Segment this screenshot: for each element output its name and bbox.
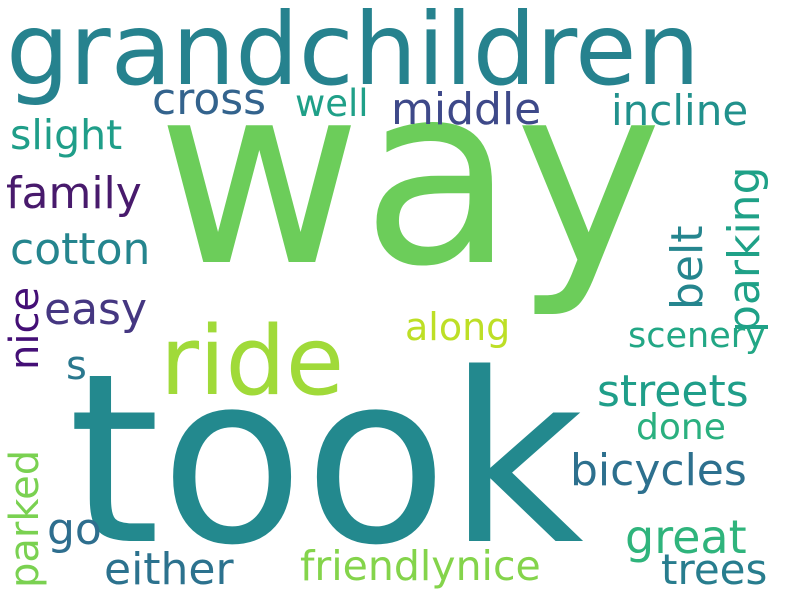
word-middle: middle (391, 84, 542, 135)
word-scenery: scenery (628, 316, 766, 356)
word-done: done (636, 407, 726, 448)
word-friendlynice: friendlynice (300, 542, 541, 590)
word-ride: ride (160, 307, 345, 417)
word-parked: parked (2, 449, 48, 588)
word-bicycles: bicycles (570, 445, 747, 496)
word-trees: trees (661, 545, 768, 594)
word-s: s (66, 343, 87, 389)
word-way: way (157, 30, 663, 321)
word-grandchildren: grandchildren (6, 0, 700, 108)
word-slight: slight (10, 111, 123, 159)
word-either: either (104, 544, 234, 595)
word-great: great (625, 510, 747, 564)
word-parking: parking (719, 166, 770, 333)
word-go: go (47, 504, 102, 555)
word-streets: streets (597, 366, 749, 417)
word-incline: incline (611, 86, 749, 135)
word-belt: belt (662, 225, 713, 310)
word-nice-vertical: nice (2, 286, 48, 370)
word-family: family (6, 168, 142, 219)
word-cross: cross (152, 74, 267, 125)
word-well: well (295, 82, 369, 125)
word-easy: easy (44, 284, 147, 335)
word-cotton: cotton (10, 224, 151, 275)
word-along: along (405, 305, 511, 349)
word-took: took (68, 324, 584, 597)
